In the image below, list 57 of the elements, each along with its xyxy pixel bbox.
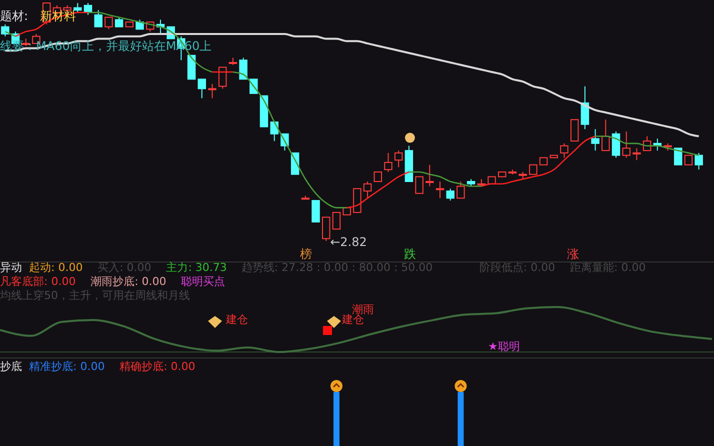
annotation: 题材:	[0, 9, 28, 23]
candlestick	[426, 164, 434, 187]
annotation: 潮雨	[352, 303, 374, 316]
annotation: ←2.82	[330, 235, 367, 249]
text: 起动: 0.00	[29, 261, 83, 274]
candlestick	[239, 57, 248, 80]
candlestick	[198, 78, 206, 99]
candlestick	[694, 152, 703, 170]
text: 聪明买点	[181, 275, 226, 288]
candlestick	[446, 188, 454, 202]
text: 距离量能: 0.00	[570, 261, 646, 274]
text: 买入: 0.00	[98, 261, 152, 274]
candlestick	[602, 119, 610, 152]
candlestick	[104, 16, 113, 30]
candlestick	[94, 10, 102, 28]
candlestick	[384, 152, 392, 172]
candlestick	[312, 200, 320, 222]
candlestick	[187, 54, 196, 80]
candlestick	[332, 212, 341, 230]
candlestick	[436, 181, 444, 199]
candlestick	[674, 148, 682, 166]
candlestick	[114, 16, 124, 28]
candlestick	[570, 119, 579, 142]
candlestick	[208, 83, 216, 99]
text: 跌	[404, 247, 416, 261]
candlestick	[591, 128, 600, 152]
candlestick	[684, 154, 693, 166]
text: 涨	[567, 247, 579, 261]
candlestick	[415, 176, 424, 194]
text: 精准抄底: 0.00	[29, 360, 105, 373]
text: 阶段低点: 0.00	[479, 261, 556, 274]
candlestick	[74, 2, 82, 14]
candlestick	[529, 164, 538, 175]
annotation: ★聪明	[488, 340, 520, 353]
candlestick	[353, 188, 362, 213]
text: 榜	[300, 247, 312, 261]
candlestick	[270, 122, 278, 142]
candlestick	[394, 150, 403, 168]
text: 主力: 30.73	[166, 261, 227, 274]
annotation: 建仓	[225, 313, 248, 326]
candlestick	[560, 142, 568, 158]
text: 凡客底部: 0.00	[0, 275, 76, 288]
candlestick	[612, 131, 620, 158]
text: 潮雨抄底: 0.00	[90, 275, 166, 288]
text: 异动	[0, 261, 22, 274]
text: 精确抄底: 0.00	[120, 360, 196, 373]
candlestick	[622, 131, 630, 158]
candlestick	[374, 171, 382, 182]
candlestick	[456, 181, 465, 199]
candlestick	[218, 66, 227, 90]
text: 抄底	[0, 360, 22, 373]
annotation: 建仓	[341, 313, 364, 326]
candlestick	[363, 181, 372, 199]
candlestick	[632, 148, 641, 161]
text: 趋势线: 27.28 : 0.00 : 80.00 : 50.00	[241, 261, 433, 274]
candlestick	[322, 216, 330, 242]
text: 均线上穿50，主升，可用在周线和月线	[0, 289, 190, 302]
